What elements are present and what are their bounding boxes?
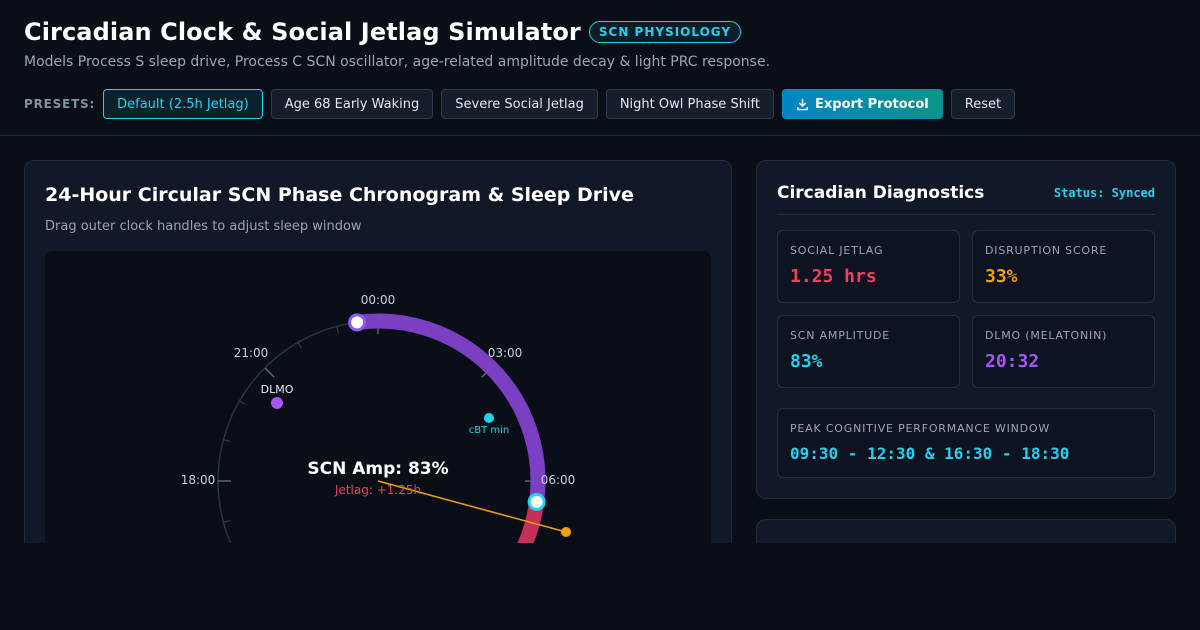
metric-disruption-score: DISRUPTION SCORE 33% <box>972 230 1155 303</box>
phase-pointer-tip[interactable] <box>561 527 571 537</box>
clock-tick <box>223 520 231 523</box>
hour-label-00: 00:00 <box>361 293 396 307</box>
hour-label-06: 06:00 <box>541 473 576 487</box>
clock-tick <box>239 400 246 405</box>
domain-badge: SCN PHYSIOLOGY <box>588 21 742 43</box>
phase-pointer-line <box>377 480 567 533</box>
metric-value: 20:32 <box>985 351 1040 372</box>
preset-severe-jetlag-button[interactable]: Severe Social Jetlag <box>441 89 598 119</box>
metric-value: 83% <box>790 351 823 372</box>
export-protocol-label: Export Protocol <box>815 96 929 112</box>
hour-label-21: 21:00 <box>234 346 269 360</box>
cbt-min-marker[interactable] <box>484 413 494 423</box>
peak-label: PEAK COGNITIVE PERFORMANCE WINDOW <box>790 422 1051 435</box>
page-fold <box>0 543 1200 630</box>
diagnostics-header: Circadian Diagnostics Status: Synced <box>777 183 1155 215</box>
peak-value: 09:30 - 12:30 & 16:30 - 18:30 <box>790 444 1070 463</box>
cbt-min-label: cBT min <box>469 425 510 436</box>
clock-tick <box>264 367 275 378</box>
sleep-window-arc <box>349 313 546 510</box>
metric-dlmo: DLMO (MELATONIN) 20:32 <box>972 315 1155 388</box>
title-row: Circadian Clock & Social Jetlag Simulato… <box>24 18 742 46</box>
metric-value: 1.25 hrs <box>790 266 877 287</box>
scn-amplitude-readout: SCN Amp: 83% <box>307 459 448 479</box>
dlmo-marker-label: DLMO <box>261 383 294 396</box>
metric-label: SCN AMPLITUDE <box>790 329 891 342</box>
chronogram-hint: Drag outer clock handles to adjust sleep… <box>45 219 362 234</box>
preset-default-button[interactable]: Default (2.5h Jetlag) <box>103 89 263 119</box>
diagnostics-card: Circadian Diagnostics Status: Synced SOC… <box>756 160 1176 499</box>
presets-label: PRESETS: <box>24 97 96 111</box>
metric-social-jetlag: SOCIAL JETLAG 1.25 hrs <box>777 230 960 303</box>
preset-toolbar: PRESETS: Default (2.5h Jetlag) Age 68 Ea… <box>24 89 1023 119</box>
app-header: Circadian Clock & Social Jetlag Simulato… <box>0 0 1200 136</box>
diagnostics-title: Circadian Diagnostics <box>777 183 985 203</box>
sync-status: Status: Synced <box>1053 186 1155 200</box>
hour-label-03: 03:00 <box>488 346 523 360</box>
preset-night-owl-button[interactable]: Night Owl Phase Shift <box>605 89 774 119</box>
preset-age-68-button[interactable]: Age 68 Early Waking <box>270 89 434 119</box>
page-subtitle: Models Process S sleep drive, Process C … <box>24 54 771 70</box>
chronogram-canvas[interactable]: 00:00 03:00 06:00 18:00 21:00 DLMO cBT m… <box>45 251 711 581</box>
metric-value: 33% <box>985 266 1018 287</box>
jetlag-readout: Jetlag: +1.25h <box>334 483 421 497</box>
metric-label: DLMO (MELATONIN) <box>985 329 1108 342</box>
sleep-end-handle[interactable] <box>527 492 546 511</box>
chronogram-card: 24-Hour Circular SCN Phase Chronogram & … <box>24 160 732 581</box>
dlmo-marker[interactable] <box>271 397 283 409</box>
export-protocol-button[interactable]: Export Protocol <box>782 89 943 119</box>
metric-label: DISRUPTION SCORE <box>985 244 1108 257</box>
sleep-start-handle[interactable] <box>348 313 367 332</box>
metric-scn-amplitude: SCN AMPLITUDE 83% <box>777 315 960 388</box>
circadian-clock-svg[interactable]: 00:00 03:00 06:00 18:00 21:00 DLMO cBT m… <box>45 251 711 581</box>
chronogram-title: 24-Hour Circular SCN Phase Chronogram & … <box>45 184 634 206</box>
peak-performance-window: PEAK COGNITIVE PERFORMANCE WINDOW 09:30 … <box>777 408 1155 478</box>
page-title: Circadian Clock & Social Jetlag Simulato… <box>24 18 581 46</box>
hour-label-18: 18:00 <box>181 473 216 487</box>
download-icon <box>796 98 809 111</box>
clock-tick <box>223 439 231 442</box>
reset-button[interactable]: Reset <box>950 89 1016 119</box>
clock-tick <box>336 326 339 334</box>
clock-tick <box>297 342 302 349</box>
metric-label: SOCIAL JETLAG <box>790 244 884 257</box>
